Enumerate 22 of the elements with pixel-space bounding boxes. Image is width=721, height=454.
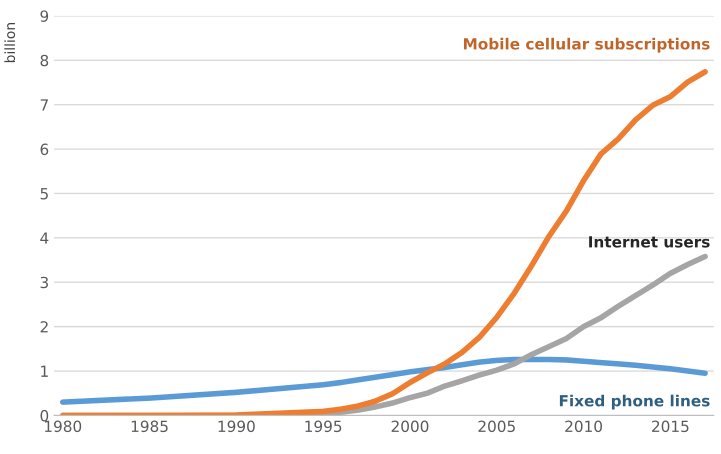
y-tick-label: 5: [40, 188, 48, 200]
x-tick-label: 1995: [305, 420, 342, 432]
x-tick-label: 2010: [565, 420, 602, 432]
y-tick-label: 8: [40, 54, 48, 66]
y-tick-label: 0: [40, 410, 48, 422]
x-tick-label: 1980: [44, 420, 82, 432]
x-tick-label: 1990: [218, 420, 255, 432]
y-tick-label: 3: [40, 276, 48, 288]
y-tick-label: 1: [41, 366, 48, 377]
x-tick-label: 2005: [478, 420, 515, 432]
series-label: Mobile cellular subscriptions: [464, 38, 710, 53]
x-tick-label: 1985: [132, 420, 168, 432]
y-axis-title: billion: [4, 23, 16, 62]
x-tick-label: 2015: [652, 420, 688, 432]
series-label: Fixed phone lines: [560, 394, 710, 410]
y-tick-label: 6: [40, 144, 48, 156]
y-tick-label: 7: [40, 99, 48, 110]
x-tick-label: 2000: [392, 420, 428, 432]
y-tick-label: 4: [40, 232, 48, 244]
series-label: Internet users: [589, 236, 710, 248]
y-tick-label: 9: [40, 10, 48, 22]
y-tick-label: 2: [40, 321, 48, 332]
